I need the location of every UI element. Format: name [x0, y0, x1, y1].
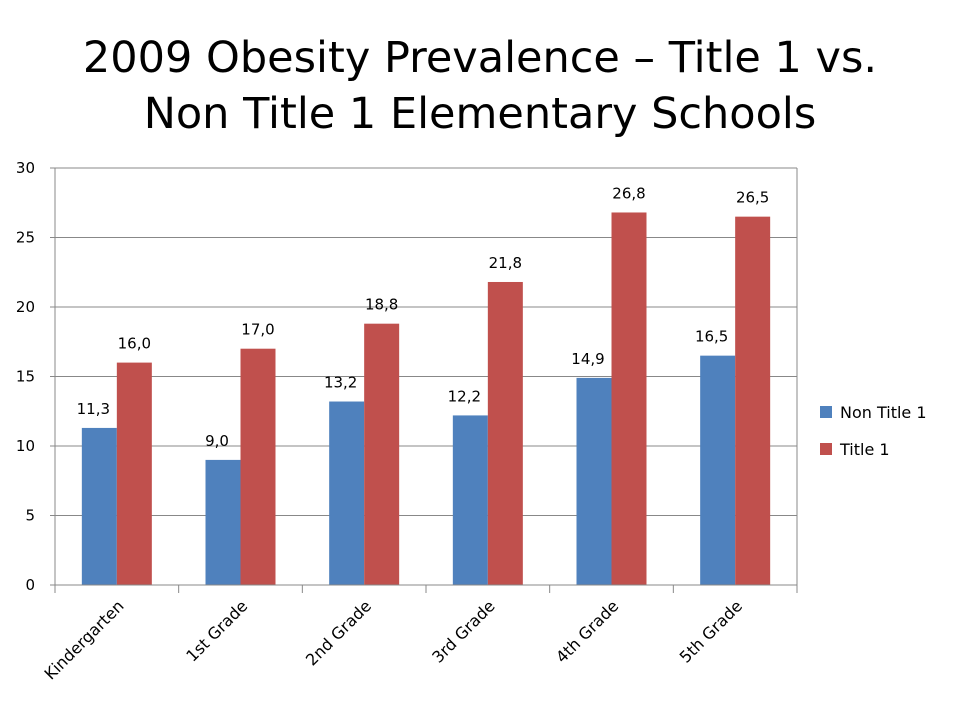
chart-title: 2009 Obesity Prevalence – Title 1 vs. No… [0, 30, 960, 142]
x-axis-labels: Kindergarten 1st Grade 2nd Grade 3rd Grade 4… [41, 596, 746, 683]
y-tick-label: 25 [16, 229, 35, 247]
bar-title-1 [611, 212, 647, 586]
data-label: 26,5 [736, 189, 769, 207]
legend-label: Non Title 1 [840, 403, 927, 422]
axes [50, 167, 798, 593]
data-label: 16,5 [695, 328, 728, 346]
legend-label: Title 1 [839, 440, 890, 459]
data-label: 11,3 [77, 400, 110, 418]
bar-non-title-1 [700, 355, 736, 585]
y-tick-label: 15 [16, 368, 35, 386]
y-tick-label: 5 [25, 507, 35, 525]
x-category-label: 1st Grade [182, 596, 251, 665]
legend-swatch [820, 406, 832, 418]
data-labels: 11,3 16,0 9,0 17,0 13,2 18,8 12,2 21,8 14,9 26,8 1… [77, 184, 770, 449]
bar-title-1 [735, 216, 771, 585]
bar-non-title-1 [329, 401, 365, 585]
bar-title-1 [487, 281, 523, 585]
chart-title-line-2: Non Title 1 Elementary Schools [143, 89, 817, 139]
y-tick-label: 30 [16, 159, 35, 177]
x-category-label: 4th Grade [552, 596, 622, 666]
bar-title-1 [240, 348, 276, 585]
data-label: 9,0 [205, 432, 229, 450]
legend-swatch [820, 443, 832, 455]
data-label: 16,0 [118, 335, 151, 353]
data-label: 17,0 [241, 321, 274, 339]
y-axis-ticks: 0 5 10 15 20 25 30 [16, 159, 35, 594]
bar-non-title-1 [576, 377, 612, 585]
x-category-label: 3rd Grade [428, 596, 498, 666]
y-tick-label: 20 [16, 298, 35, 316]
y-tick-label: 10 [16, 437, 35, 455]
bar-non-title-1 [452, 415, 488, 585]
data-label: 26,8 [612, 184, 645, 202]
bar-title-1 [364, 323, 400, 585]
legend: Non Title 1 Title 1 [820, 403, 927, 459]
bars [81, 212, 771, 586]
data-label: 12,2 [448, 387, 481, 405]
bar-title-1 [116, 362, 152, 585]
x-category-label: 5th Grade [676, 596, 746, 666]
y-tick-label: 0 [25, 576, 35, 594]
data-label: 21,8 [489, 254, 522, 272]
bar-non-title-1 [205, 459, 241, 585]
gridlines [55, 167, 797, 516]
x-category-label: Kindergarten [41, 596, 128, 683]
chart-title-line-1: 2009 Obesity Prevalence – Title 1 vs. [82, 33, 878, 83]
x-category-label: 2nd Grade [302, 596, 375, 669]
data-label: 18,8 [365, 296, 398, 314]
data-label: 13,2 [324, 374, 357, 392]
data-label: 14,9 [571, 350, 604, 368]
bar-non-title-1 [81, 427, 117, 585]
